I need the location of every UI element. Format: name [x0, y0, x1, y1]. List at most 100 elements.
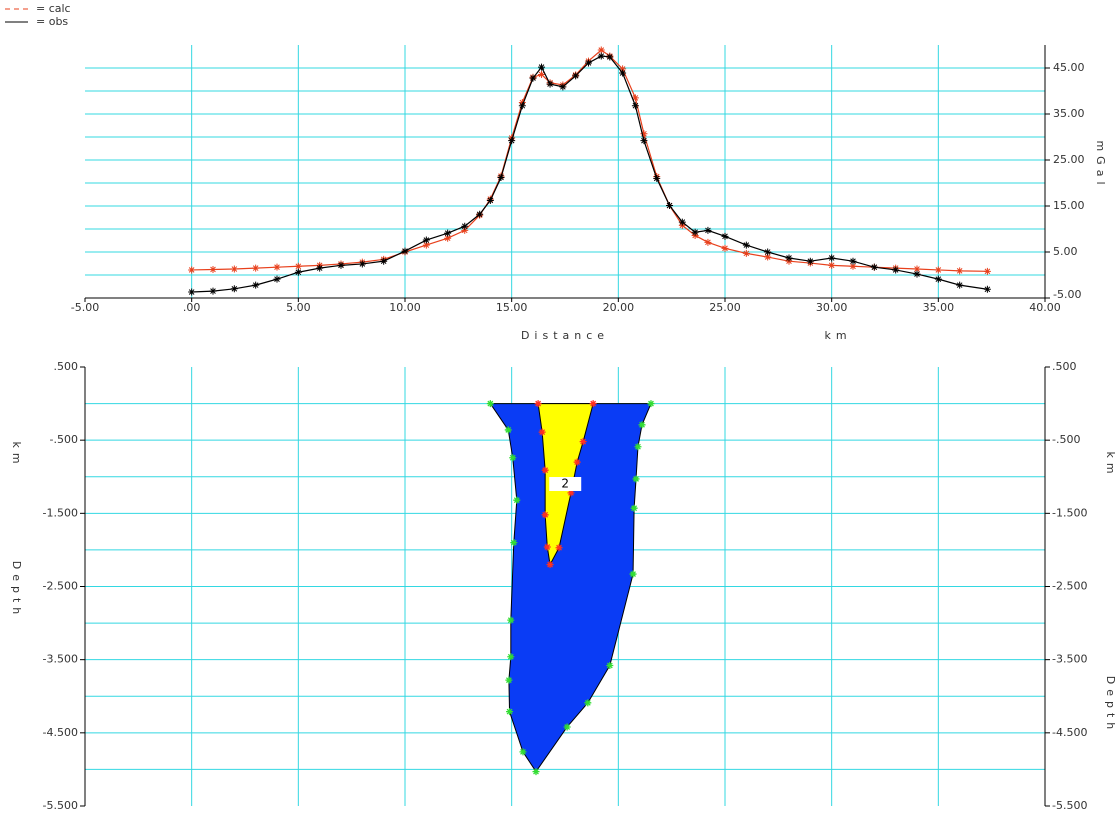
x-tick-label: 30.00 [816, 301, 848, 314]
data-point [983, 267, 991, 275]
y-tick-label: -5.500 [1052, 799, 1087, 812]
data-point [619, 65, 627, 73]
y-tick-label: -.500 [50, 433, 78, 446]
data-point [764, 253, 772, 261]
body-vertex [632, 475, 640, 483]
body-vertex [563, 723, 571, 731]
data-point [546, 80, 554, 88]
data-point [828, 261, 836, 269]
data-point [934, 266, 942, 274]
body-vertex [555, 544, 563, 552]
body-vertex [507, 653, 515, 661]
data-point [486, 196, 494, 204]
data-point [476, 210, 484, 218]
data-point [273, 263, 281, 271]
series-line [191, 49, 988, 272]
data-point [572, 72, 580, 80]
data-point [934, 275, 942, 283]
body-vertex [510, 539, 518, 547]
y-tick-label: -5.500 [43, 799, 78, 812]
data-point [294, 262, 302, 270]
data-point [380, 257, 388, 265]
data-point [497, 173, 505, 181]
data-point [358, 260, 366, 268]
y-tick-label: .500 [54, 360, 79, 373]
data-point [721, 232, 729, 240]
data-point [401, 247, 409, 255]
body-vertex [538, 428, 546, 436]
data-point [529, 74, 537, 82]
body-vertex [584, 699, 592, 707]
data-point [849, 262, 857, 270]
y-axis-unit: km [1104, 451, 1117, 478]
body-vertex [629, 570, 637, 578]
body-vertex [509, 454, 517, 462]
data-point [584, 59, 592, 67]
data-point [273, 275, 281, 283]
data-point [956, 281, 964, 289]
x-tick-label: 40.00 [1029, 301, 1061, 314]
legend-label: = obs [36, 15, 68, 28]
body-vertex [647, 400, 655, 408]
body-vertex [567, 489, 575, 497]
data-point [764, 248, 772, 256]
y-tick-label: .500 [1052, 360, 1077, 373]
data-point [252, 264, 260, 272]
data-point [742, 249, 750, 257]
data-point [230, 265, 238, 273]
data-point [252, 281, 260, 289]
data-point [316, 264, 324, 272]
x-axis-unit: km [824, 329, 851, 342]
data-point [870, 263, 878, 271]
body-vertex [541, 511, 549, 519]
data-point [631, 102, 639, 110]
data-point [640, 137, 648, 145]
data-point [678, 218, 686, 226]
body-vertex [534, 400, 542, 408]
data-point [209, 265, 217, 273]
data-point [559, 83, 567, 91]
data-point [785, 254, 793, 262]
body-vertex [546, 561, 554, 569]
data-point [704, 238, 712, 246]
x-axis-label: Distance [521, 329, 609, 342]
body-vertex [630, 504, 638, 512]
data-point [892, 266, 900, 274]
legend-label: = calc [36, 2, 71, 15]
y-tick-label: -4.500 [1052, 726, 1087, 739]
y-tick-label: 5.00 [1053, 245, 1078, 258]
data-point [230, 285, 238, 293]
data-point [721, 244, 729, 252]
y-axis-unit: km [10, 441, 23, 468]
body-vertex [589, 400, 597, 408]
y-tick-label: 45.00 [1053, 61, 1085, 74]
data-point [691, 228, 699, 236]
data-point [461, 222, 469, 230]
y-tick-label: -3.500 [43, 653, 78, 666]
body-vertex [532, 768, 540, 776]
data-point [209, 287, 217, 295]
y-axis-label: Depth [1104, 676, 1117, 735]
data-point [913, 270, 921, 278]
data-point [913, 265, 921, 273]
y-tick-label: -1.500 [43, 506, 78, 519]
data-point [538, 63, 546, 71]
data-point [742, 241, 750, 249]
body-vertex [579, 438, 587, 446]
body-vertex [543, 543, 551, 551]
data-point [294, 268, 302, 276]
body-label-box [549, 477, 582, 492]
x-tick-label: .00 [183, 301, 201, 314]
x-tick-label: -5.00 [71, 301, 99, 314]
y-tick-label: -1.500 [1052, 506, 1087, 519]
y-tick-label: -3.500 [1052, 653, 1087, 666]
data-point [597, 52, 605, 60]
data-point [640, 130, 648, 138]
data-point [849, 257, 857, 265]
data-point [619, 69, 627, 77]
y-axis-label: Depth [10, 561, 23, 620]
data-point [806, 257, 814, 265]
data-point [956, 267, 964, 275]
y-tick-label: -5.00 [1053, 288, 1081, 301]
